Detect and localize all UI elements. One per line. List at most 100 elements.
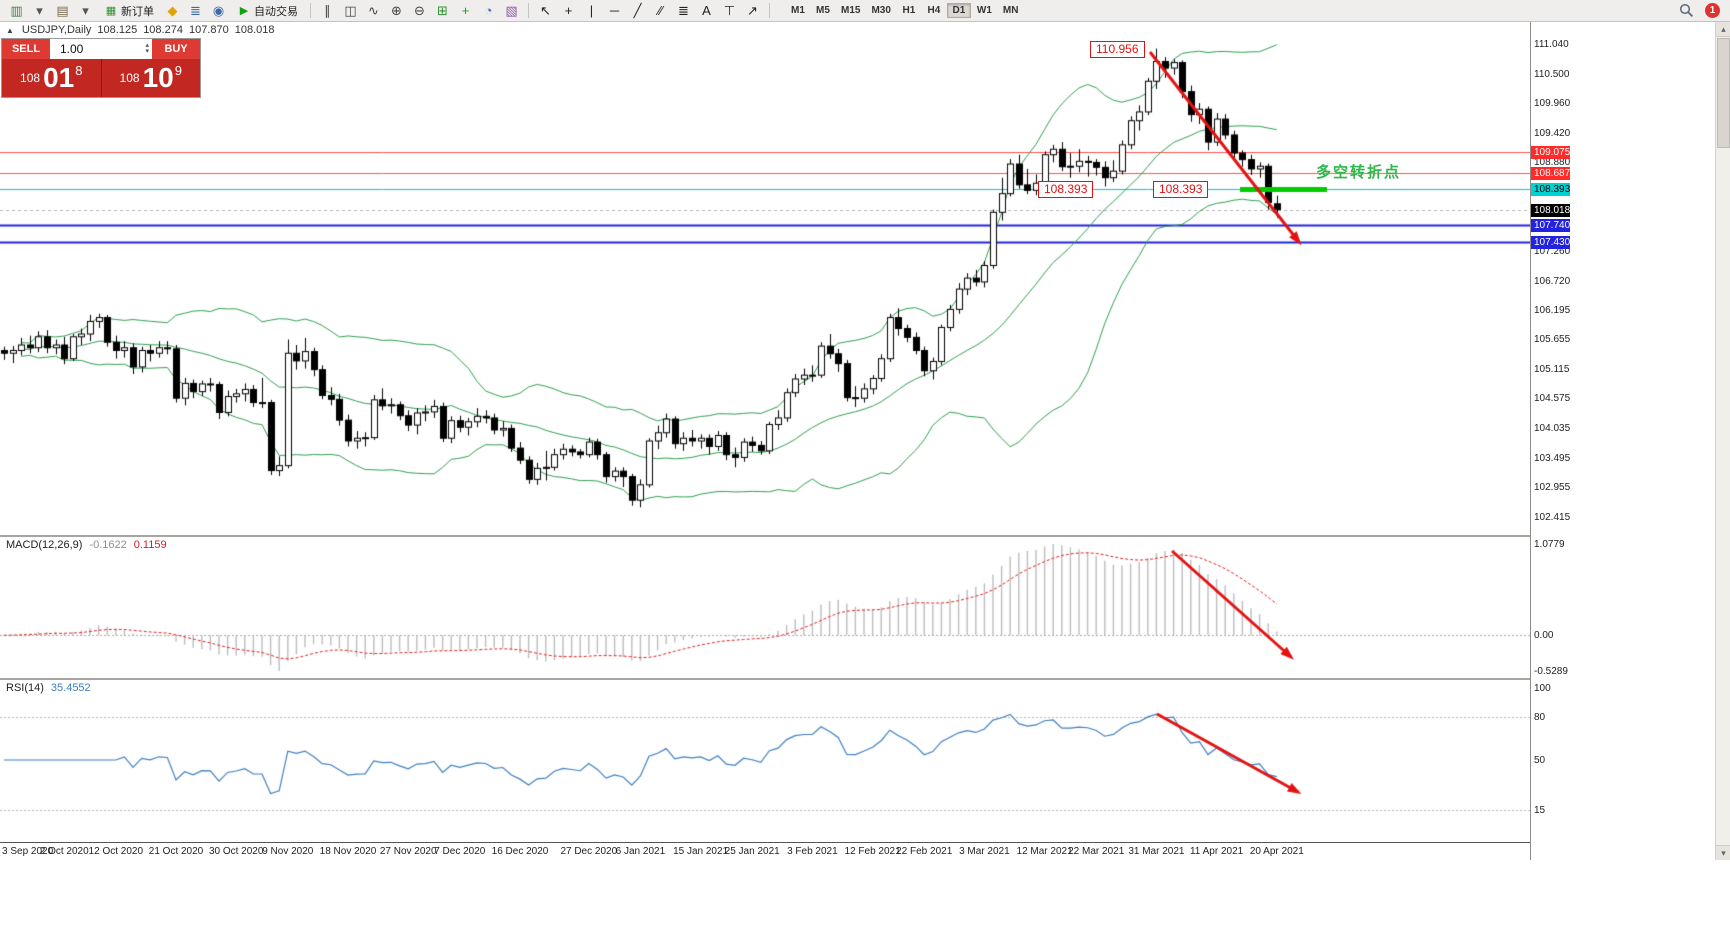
time-axis-label: 18 Nov 2020 [319,846,377,857]
ask-pipette: 9 [174,63,182,78]
label-icon[interactable]: ⊤ [723,3,736,18]
new-order-button[interactable]: ▦ 新订单 [98,2,160,20]
time-axis-label: 9 Nov 2020 [262,846,314,857]
price-axis[interactable]: 111.040 110.500 109.960 109.420 108.880 107.2… [1530,22,1571,860]
time-axis-label: 3 Sep 2020 [2,846,54,857]
price-line-badge: 107.740 [1531,218,1570,232]
toolbar-separator [769,3,770,18]
price-axis-label: 107.260 [1534,246,1571,258]
scrollbar-thumb[interactable] [1717,38,1730,148]
timeframe-w1[interactable]: W1 [972,3,997,18]
fibonacci-icon[interactable]: ≣ [678,3,689,18]
main-chart-panel: ▲ USDJPY,Daily 108.125 108.274 107.870 1… [0,22,1530,535]
one-click-panel-toggle-icon[interactable]: ▲ [6,25,14,35]
price-axis-label: 104.575 [1534,393,1571,405]
price-axis-label: 109.960 [1534,98,1571,110]
cursor-icon[interactable]: ↖ [540,3,551,18]
profiles-caret-icon[interactable]: ▾ [82,3,89,18]
periods-icon[interactable]: ◔ [484,3,493,18]
chart-window-icon[interactable]: ▥ [10,3,23,18]
timeframe-h1[interactable]: H1 [897,3,921,18]
rsi-value: 35.4552 [50,682,91,694]
arrows-icon[interactable]: ↗ [747,3,758,18]
channel-icon[interactable]: ∕∕ [658,3,663,18]
macd-canvas[interactable] [0,537,1530,678]
chart-window-caret-icon[interactable]: ▾ [36,3,43,18]
timeframe-m30[interactable]: M30 [866,3,895,18]
time-axis-label: 22 Feb 2021 [896,846,953,857]
text-icon[interactable]: A [702,3,711,18]
price-axis-label: 102.955 [1534,482,1571,494]
quote-low: 107.870 [188,24,229,36]
timeframe-mn[interactable]: MN [998,3,1024,18]
search-icon[interactable] [1675,2,1697,20]
zoom-out-icon[interactable]: ⊖ [414,3,425,18]
time-axis-label: 27 Nov 2020 [379,846,437,857]
price-axis-label: 103.495 [1534,452,1571,464]
horizontal-line-icon[interactable]: ─ [609,3,620,18]
profiles-icon[interactable]: ▤ [56,3,69,18]
sell-button[interactable]: SELL [2,39,50,59]
tile-windows-icon[interactable]: ⊞ [437,3,448,18]
rsi-canvas[interactable] [0,680,1530,840]
price-axis-label: 106.720 [1534,275,1571,287]
price-line-badge: 108.687 [1531,166,1570,180]
time-axis-label: 22 Mar 2021 [1068,846,1125,857]
rsi-scale-label: 15 [1534,805,1546,817]
line-chart-icon[interactable]: ∿ [368,3,379,18]
zoom-in-icon[interactable]: ⊕ [391,3,402,18]
market-watch-icon[interactable]: ≣ [190,3,201,18]
time-axis-label: 12 Mar 2021 [1016,846,1073,857]
volume-input[interactable]: 1.00 ▴ ▾ [50,39,152,59]
time-axis[interactable]: 3 Sep 2020 2 Oct 2020 12 Oct 2020 21 Oct 20… [0,842,1569,860]
macd-main-value: -0.1622 [89,539,127,551]
bar-chart-icon[interactable]: ∥ [324,3,331,18]
time-axis-label: 20 Apr 2021 [1249,846,1304,857]
timeframe-d1[interactable]: D1 [946,3,971,18]
timeframe-m15[interactable]: M15 [836,3,865,18]
volume-value: 1.00 [60,42,84,56]
crosshair-icon[interactable]: + [564,3,573,18]
indicators-icon[interactable]: + [461,3,470,18]
price-axis-label: 102.415 [1534,511,1571,523]
notification-badge[interactable]: 1 [1705,3,1720,18]
macd-scale-min: -0.5289 [1534,666,1568,677]
volume-spinner[interactable]: ▴ ▾ [145,42,149,55]
time-axis-label: 6 Jan 2021 [615,846,666,857]
vertical-line-icon[interactable]: | [589,3,594,18]
ask-price: 108 10 9 [102,59,201,97]
candlestick-chart-icon[interactable]: ◫ [344,3,357,18]
panel-separator[interactable] [0,678,1569,680]
price-annotation-box[interactable]: 110.956 [1090,41,1145,58]
timeframe-h4[interactable]: H4 [922,3,946,18]
new-order-label: 新订单 [121,5,154,18]
scroll-up-icon[interactable]: ▴ [1716,22,1730,37]
timeframe-m1[interactable]: M1 [786,3,810,18]
trendline-icon[interactable]: ╱ [633,3,642,18]
panel-separator[interactable] [0,535,1569,537]
timeframe-m5[interactable]: M5 [811,3,835,18]
buy-button[interactable]: BUY [152,39,200,59]
autotrading-button[interactable]: ▶ 自动交易 [231,2,304,20]
price-annotation-box[interactable]: 108.393 [1038,181,1094,198]
price-axis-label: 106.195 [1534,304,1571,316]
templates-icon[interactable]: ▧ [505,3,518,18]
time-axis-label: 12 Feb 2021 [844,846,901,857]
quote-high: 108.274 [143,24,183,36]
volume-down-icon[interactable]: ▾ [145,48,149,55]
turning-point-label[interactable]: 多空转折点 [1316,164,1402,181]
scroll-down-icon[interactable]: ▾ [1716,845,1730,860]
price-annotation-box[interactable]: 108.393 [1153,181,1209,198]
current-price-badge: 108.018 [1531,203,1570,217]
price-chart-canvas[interactable] [0,22,1530,535]
bid-price: 108 01 8 [2,59,101,97]
time-axis-label: 3 Mar 2021 [959,846,1010,857]
metaeditor-icon[interactable]: ◆ [167,3,178,18]
time-axis-label: 25 Jan 2021 [724,846,780,857]
volume-up-icon[interactable]: ▴ [145,42,149,49]
vertical-scrollbar[interactable]: ▴ ▾ [1715,22,1730,860]
price-axis-label: 111.040 [1534,38,1569,50]
navigator-icon[interactable]: ◉ [212,3,225,18]
price-axis-label: 105.655 [1534,334,1571,346]
